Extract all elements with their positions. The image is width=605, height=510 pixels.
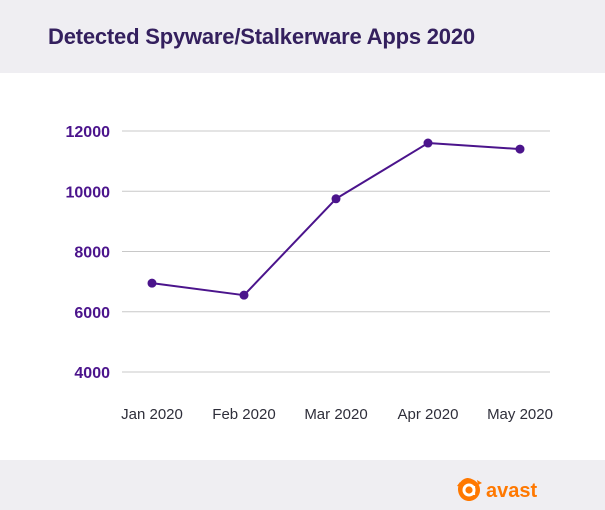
header-bar bbox=[0, 0, 605, 73]
data-point bbox=[239, 290, 249, 300]
footer-bar bbox=[0, 460, 605, 510]
line-chart: 12000 10000 8000 6000 4000 Jan 2020 Feb 2020 M… bbox=[66, 124, 553, 423]
series-line bbox=[151, 142, 521, 297]
data-point bbox=[515, 144, 525, 154]
x-tick-label: Feb 2020 bbox=[212, 406, 275, 423]
data-point bbox=[147, 278, 157, 288]
x-tick-label: Mar 2020 bbox=[304, 406, 367, 423]
chart-title: Detected Spyware/Stalkerware Apps 2020 bbox=[48, 24, 475, 49]
data-point bbox=[331, 194, 341, 204]
y-tick-label: 10000 bbox=[66, 184, 111, 201]
y-tick-label: 6000 bbox=[74, 305, 110, 322]
y-tick-label: 12000 bbox=[66, 124, 111, 141]
y-tick-label: 4000 bbox=[74, 365, 110, 382]
x-tick-label: Jan 2020 bbox=[121, 406, 183, 423]
brand-logo: avast bbox=[457, 478, 537, 502]
x-tick-label: Apr 2020 bbox=[398, 406, 459, 423]
data-point bbox=[423, 138, 433, 148]
x-tick-label: May 2020 bbox=[487, 406, 553, 423]
y-tick-label: 8000 bbox=[74, 245, 110, 262]
brand-wordmark: avast bbox=[486, 480, 537, 502]
avast-logo-icon bbox=[457, 478, 482, 501]
